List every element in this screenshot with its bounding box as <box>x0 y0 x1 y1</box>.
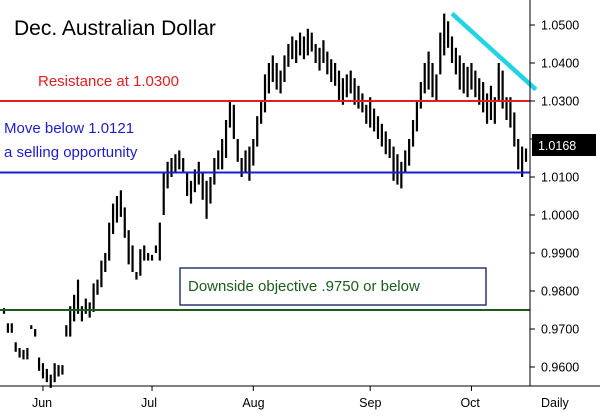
y-tick-label: 0.9900 <box>541 247 579 261</box>
objective-box <box>179 267 487 306</box>
x-axis-ticks: Jun Jul Aug Sep Oct <box>32 386 480 410</box>
y-tick-label: 1.0100 <box>541 171 579 185</box>
x-tick-label: Jul <box>141 396 157 410</box>
support-annotation-line1: Move below 1.0121 <box>4 120 134 137</box>
y-tick-label: 1.0000 <box>541 209 579 223</box>
x-tick-label: Jun <box>32 396 52 410</box>
y-tick-label: 0.9700 <box>541 323 579 337</box>
y-tick-label: 1.0300 <box>541 95 579 109</box>
x-tick-label: Sep <box>359 396 381 410</box>
chart-title: Dec. Australian Dollar <box>14 17 216 40</box>
last-price-tag <box>532 134 596 156</box>
frequency-label: Daily <box>541 396 570 410</box>
resistance-annotation: Resistance at 1.0300 <box>38 73 179 90</box>
downtrend-line <box>450 11 538 92</box>
y-tick-label: 0.9600 <box>541 361 579 375</box>
last-price-label: 1.0168 <box>538 139 576 153</box>
y-tick-label: 1.0400 <box>541 57 579 71</box>
support-annotation-line2: a selling opportunity <box>4 144 138 161</box>
y-tick-label: 1.0500 <box>541 19 579 33</box>
y-tick-label: 0.9800 <box>541 285 579 299</box>
objective-annotation: Downside objective .9750 or below <box>188 278 420 295</box>
price-bars <box>2 13 528 388</box>
y-axis-ticks: 1.05001.04001.03001.02001.01001.00000.99… <box>530 19 579 375</box>
horizontal-levels <box>0 100 530 311</box>
x-tick-label: Aug <box>242 396 264 410</box>
x-tick-label: Oct <box>460 396 480 410</box>
